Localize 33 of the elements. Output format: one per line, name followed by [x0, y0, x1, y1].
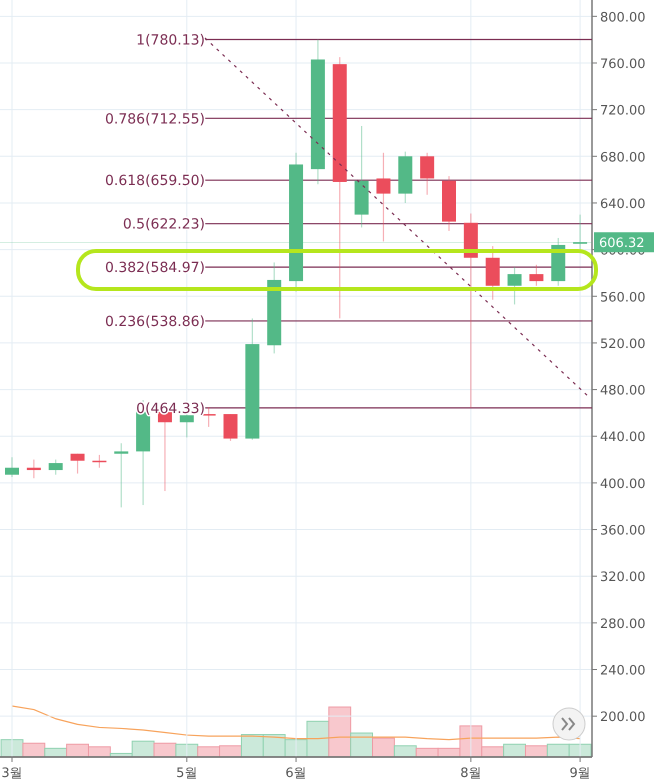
y-tick-label: 760.00	[600, 56, 646, 72]
bar	[350, 732, 374, 758]
x-tick-label: 5월	[176, 766, 198, 781]
y-tick-label: 520.00	[600, 336, 646, 352]
bar	[22, 742, 46, 758]
ref-line-label: 0.618(659.50)	[105, 173, 205, 190]
y-tick-label: 800.00	[600, 10, 646, 26]
y-tick-label: 320.00	[600, 570, 646, 586]
bar	[154, 742, 176, 758]
x-tick-label: 9월	[569, 766, 591, 781]
y-tick-label: 480.00	[600, 384, 646, 399]
ref-line-label: 0.5(622.23)	[122, 216, 205, 233]
ref-line-label: 0.786(712.55)	[105, 111, 205, 128]
y-tick-label: 720.00	[600, 104, 646, 119]
x-tick-label: 3월	[1, 766, 23, 781]
y-tick-label: 360.00	[600, 524, 646, 539]
y-tick-label: 200.00	[600, 710, 646, 726]
ref-line-label: 1(780.13)	[136, 32, 205, 49]
ref-line-label: 0(464.33)	[136, 400, 205, 417]
ref-line-label: 0.236(538.86)	[105, 314, 205, 330]
ref-line-label: 606.32	[599, 236, 644, 252]
y-tick-label: 280.00	[600, 616, 646, 632]
y-tick-label: 400.00	[600, 476, 646, 492]
y-tick-label: 560.00	[600, 290, 646, 306]
ref-line-label: 0.382(584.97)	[105, 260, 205, 276]
x-tick-label: 6월	[285, 766, 307, 781]
y-tick-label: 440.00	[600, 430, 646, 446]
y-tick-label: 680.00	[600, 150, 646, 166]
y-tick-label: 640.00	[600, 196, 646, 212]
bar	[328, 706, 352, 758]
x-tick-label: 8월	[460, 766, 482, 781]
bar	[372, 738, 395, 758]
y-tick-label: 240.00	[600, 664, 646, 679]
